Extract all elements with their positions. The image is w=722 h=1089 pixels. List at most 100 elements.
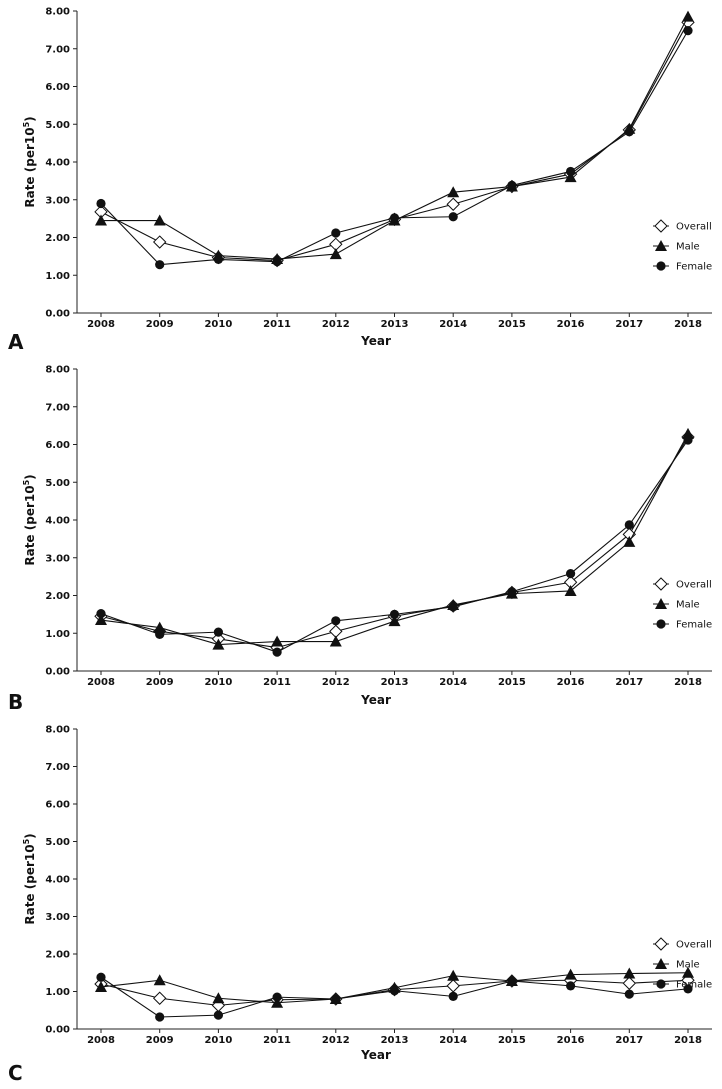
y-tick-label: 6.00 [45,82,70,93]
legend-label-female: Female [676,980,712,991]
y-tick-label: 5.00 [45,837,70,848]
y-tick-label: 7.00 [45,402,70,413]
data-point-male [95,981,107,992]
panel-letter: B [8,690,23,714]
data-point-male [564,968,577,980]
x-tick-label: 2008 [87,677,115,688]
x-tick-label: 2017 [615,677,643,688]
y-tick-label: 1.00 [45,987,70,998]
y-tick-label: 0.00 [45,309,70,320]
data-point-female [566,166,576,177]
data-point-male [447,186,460,198]
series-overall [94,15,695,268]
x-tick-label: 2016 [557,1035,585,1046]
data-point-male [623,967,636,979]
data-point-female [155,629,165,639]
data-point-male [95,214,107,226]
y-tick-label: 2.00 [45,233,70,244]
data-point-male [388,615,401,627]
data-point-female [683,435,693,445]
legend-marker-female [656,619,666,629]
legend-label-overall: Overall [676,940,712,951]
data-point-female [272,257,282,267]
legend-label-male: Male [676,600,700,611]
y-tick-label: 4.00 [45,516,70,527]
data-point-female [213,254,223,264]
legend-label-overall: Overall [676,580,712,591]
legend-label-male: Male [676,242,700,253]
data-point-female [683,26,693,36]
legend-label-female: Female [676,620,712,631]
data-point-female [389,213,400,223]
chart-panel-a: 0.00 1.00 2.00 3.00 4.00 5.00 6.00 7.00 8.00 2008… [8,7,712,355]
x-tick-label: 2009 [146,319,174,330]
data-point-male [271,996,284,1008]
data-point-female [96,609,106,619]
data-point-female [624,520,634,530]
legend: Overall Male Female [653,937,712,991]
x-tick-label: 2018 [674,319,702,330]
y-axis-label: Rate (per105) [22,474,37,565]
y-tick-label: 2.00 [45,591,70,602]
legend: Overall Male Female [653,219,712,273]
legend-marker-male [655,240,667,251]
y-tick-label: 3.00 [45,553,70,564]
data-point-male [329,248,342,260]
x-tick-label: 2013 [381,319,409,330]
x-tick-label: 2012 [322,1035,350,1046]
y-tick-label: 2.00 [45,950,70,961]
legend-marker-overall [654,219,668,233]
y-tick-label: 6.00 [45,800,70,811]
data-point-female [507,587,517,597]
series-female [96,435,693,657]
data-point-male [212,638,225,650]
x-tick-label: 2010 [204,319,232,330]
data-point-female [448,991,458,1001]
y-tick-label: 1.00 [45,629,70,640]
data-point-overall [152,235,167,249]
data-point-male [564,171,577,183]
data-point-female [213,1010,223,1020]
y-tick-label: 7.00 [45,762,70,773]
x-tick-label: 2014 [439,677,467,688]
data-point-overall [622,976,637,990]
x-tick-label: 2015 [498,319,526,330]
x-tick-label: 2014 [439,1035,467,1046]
legend-label-overall: Overall [676,222,712,233]
y-tick-label: 5.00 [45,120,70,131]
x-tick-label: 2016 [557,319,585,330]
x-tick-label: 2011 [263,319,291,330]
series-female [96,26,693,270]
y-tick-label: 7.00 [45,44,70,55]
y-tick-label: 0.00 [45,1025,70,1036]
data-point-male [212,992,225,1004]
x-tick-label: 2017 [615,319,643,330]
data-point-male [682,10,694,22]
data-point-male [271,635,284,647]
data-point-female [389,986,400,996]
x-tick-label: 2012 [322,677,350,688]
y-tick-label: 0.00 [45,667,70,678]
data-point-female [155,260,165,270]
data-point-overall [446,197,460,211]
y-axis-label: Rate (per105) [22,116,37,207]
panel-letter: A [8,330,24,354]
data-point-female [331,616,341,626]
chart-panel-c: 0.00 1.00 2.00 3.00 4.00 5.00 6.00 7.00 8.00 2008… [8,725,712,1086]
y-tick-label: 1.00 [45,271,70,282]
series-line-female [100,30,689,266]
x-tick-label: 2013 [381,677,409,688]
legend-label-male: Male [676,960,700,971]
x-tick-label: 2008 [87,319,115,330]
x-tick-label: 2012 [322,319,350,330]
y-axis-label: Rate (per105) [22,833,37,924]
data-point-female [96,198,106,209]
y-tick-label: 3.00 [45,912,70,923]
data-point-female [566,981,576,991]
data-point-male [682,427,694,439]
y-tick-label: 3.00 [45,195,70,206]
y-tick-label: 5.00 [45,478,70,489]
x-tick-label: 2015 [498,1035,526,1046]
panel-letter: C [8,1061,23,1085]
data-point-female [389,609,400,619]
